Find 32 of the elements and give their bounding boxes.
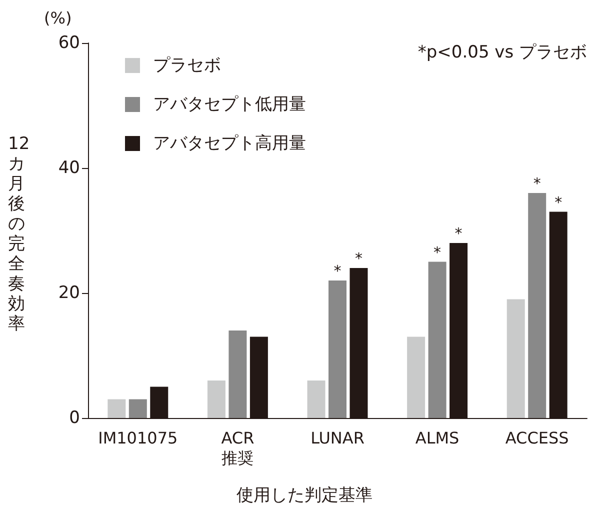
data-label: * [554,193,563,212]
bar [108,399,126,418]
x-tick-label: LUNAR [310,428,364,448]
x-tick-label: IM101075 [98,428,178,448]
y-tick-label: 40 [58,158,80,178]
bar [128,399,147,418]
legend-label: アバタセプト高用量 [153,134,306,154]
bar [528,193,546,418]
legend-label: プラセボ [153,56,221,76]
data-label: * [354,250,363,268]
x-tick-label: ACR 推奨 [221,428,254,468]
text: 12カ月後の完全奏効率 [8,134,30,334]
bar [307,380,326,418]
bar [207,380,226,418]
y-tick-label: 60 [58,33,80,53]
bar [407,336,426,418]
y-tick-label: 0 [69,408,80,428]
bar [506,299,525,418]
text: (%) [44,8,72,28]
data-label: * [533,174,542,192]
x-tick-label: ALMS [415,428,460,448]
data-label: * [454,224,463,242]
bar [328,280,346,418]
x-tick-label: ACCESS [505,428,569,448]
annotation: *p<0.05 vs プラセボ [418,42,588,62]
legend-label: アバタセプト低用量 [153,94,306,114]
x-axis-title: 使用した判定基準 [236,486,372,506]
data-label: * [434,243,442,262]
bar [428,262,446,418]
y-tick-label: 20 [58,283,80,303]
data-label: * [334,262,342,280]
bar [228,330,247,418]
